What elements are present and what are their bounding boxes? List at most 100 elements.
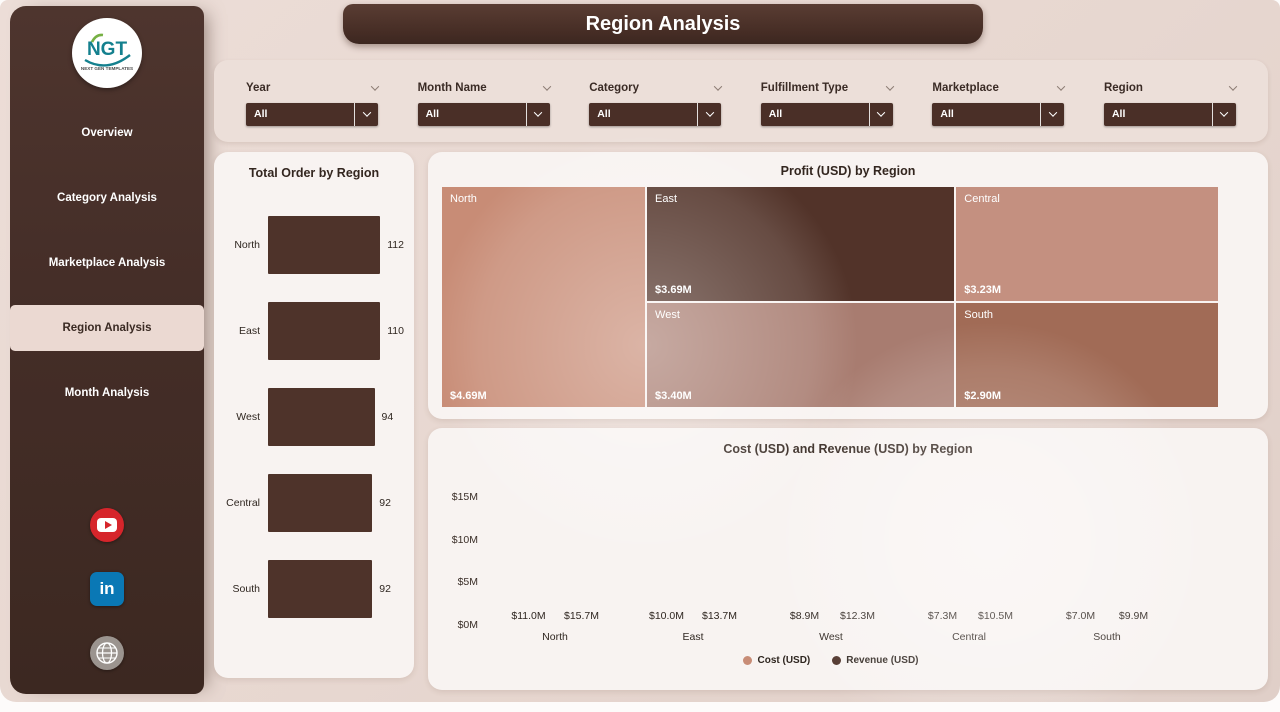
filter-group-marketplace: Marketplace All	[932, 77, 1066, 126]
value-label: $8.9M	[789, 610, 820, 622]
sidebar-nav: Overview Category Analysis Marketplace A…	[10, 110, 204, 416]
page-title: Region Analysis	[343, 4, 983, 44]
profit-by-region-card: Profit (USD) by Region North $4.69M East…	[428, 152, 1268, 419]
x-axis: North East West Central South	[486, 631, 1176, 643]
tile-value: $3.69M	[655, 283, 692, 296]
order-bar-west[interactable]	[268, 388, 375, 446]
value-label: $10.0M	[648, 610, 685, 622]
order-bar-central[interactable]	[268, 474, 373, 532]
order-bar-north[interactable]	[268, 216, 381, 274]
x-tick: North	[542, 631, 568, 643]
chevron-down-icon[interactable]	[885, 81, 895, 91]
filter-group-year: Year All	[246, 77, 380, 126]
treemap-tile-west[interactable]: West $3.40M	[647, 302, 955, 407]
value-label: 92	[379, 497, 391, 509]
order-bar-row: South 92	[224, 546, 404, 632]
filter-group-month-name: Month Name All	[417, 77, 551, 126]
treemap-tile-south[interactable]: South $2.90M	[956, 302, 1219, 407]
ngt-logo: NGT NEXT GEN TEMPLATES	[72, 18, 142, 88]
value-label: 94	[381, 411, 394, 423]
legend-label: Cost (USD)	[757, 655, 811, 666]
chevron-down-icon[interactable]	[1228, 81, 1238, 91]
order-bar-row: Central 92	[224, 460, 404, 546]
filter-dropdown-month-name[interactable]: All	[417, 102, 550, 126]
order-bar-row: North 112	[224, 202, 404, 288]
legend-label: Revenue (USD)	[846, 655, 919, 666]
sidebar-item-marketplace-analysis[interactable]: Marketplace Analysis	[48, 257, 166, 269]
value-label: $13.7M	[701, 610, 738, 622]
chevron-down-icon	[697, 102, 721, 126]
sidebar-item-category-analysis[interactable]: Category Analysis	[57, 192, 157, 204]
value-label: 110	[387, 325, 404, 337]
order-bar-row: East 110	[224, 288, 404, 374]
filter-group-region: Region All	[1103, 77, 1238, 126]
cost-revenue-by-region-card: Cost (USD) and Revenue (USD) by Region $…	[428, 428, 1268, 690]
order-bar-east[interactable]	[268, 302, 381, 360]
order-bar-south[interactable]	[268, 560, 373, 618]
value-label: $11.0M	[511, 610, 546, 622]
filter-value: All	[597, 108, 611, 120]
filter-value: All	[425, 108, 440, 120]
value-label: $9.9M	[1118, 610, 1149, 622]
filter-label-fulfillment-type: Fulfillment Type	[760, 81, 849, 94]
sidebar: NGT NEXT GEN TEMPLATES Overview Category…	[10, 6, 204, 694]
treemap-tile-north[interactable]: North $4.69M	[442, 187, 646, 407]
website-globe-icon[interactable]	[90, 636, 124, 670]
filter-value: All	[940, 108, 954, 120]
value-label: 112	[387, 239, 404, 251]
value-label: $15.7M	[563, 610, 600, 622]
value-label: $10.5M	[977, 610, 1014, 622]
filter-label-category: Category	[589, 81, 640, 94]
sidebar-item-overview[interactable]: Overview	[81, 127, 133, 139]
page-title-text: Region Analysis	[585, 12, 741, 35]
filter-value: All	[768, 108, 783, 120]
chevron-down-icon	[868, 102, 893, 126]
tile-name: North	[450, 193, 477, 205]
filter-dropdown-marketplace[interactable]: All	[932, 102, 1065, 126]
social-links: in	[10, 508, 204, 670]
filter-dropdown-fulfillment-type[interactable]: All	[760, 102, 893, 126]
chevron-down-icon[interactable]	[370, 81, 380, 91]
x-tick: Central	[952, 631, 986, 643]
tile-name: Central	[964, 193, 1000, 205]
value-label: $12.3M	[839, 610, 876, 622]
youtube-play-icon	[97, 518, 117, 532]
logo-subtext: NEXT GEN TEMPLATES	[81, 66, 133, 71]
sidebar-item-month-analysis[interactable]: Month Analysis	[64, 387, 150, 399]
tile-name: South	[964, 308, 994, 321]
chart-title: Profit (USD) by Region	[780, 164, 916, 178]
sidebar-item-region-analysis[interactable]: Region Analysis	[10, 305, 204, 351]
filter-dropdown-region[interactable]: All	[1103, 102, 1236, 126]
filter-value: All	[254, 108, 268, 120]
plot-area: $11.0M $15.7M $10.0M $13.7M	[486, 480, 1176, 625]
chevron-down-icon[interactable]	[713, 81, 723, 91]
chevron-down-icon[interactable]	[1057, 81, 1066, 91]
category-label: West	[236, 411, 260, 423]
filter-bar: Year All Month Name All Category	[214, 60, 1268, 142]
y-axis: $0M $5M $10M $15M	[444, 480, 486, 631]
filter-value: All	[1111, 108, 1126, 120]
clustered-bar-chart: $0M $5M $10M $15M $11.0M $15.7M $10.0M	[444, 480, 1252, 631]
linkedin-icon[interactable]: in	[90, 572, 124, 606]
filter-label-month-name: Month Name	[417, 81, 487, 94]
total-order-by-region-card: Total Order by Region North 112 East 110…	[214, 152, 414, 678]
x-tick: South	[1093, 631, 1121, 643]
treemap-tile-central[interactable]: Central $3.23M	[956, 187, 1219, 301]
legend-item-revenue[interactable]: Revenue (USD)	[832, 655, 919, 666]
order-bars: North 112 East 110 West 94	[224, 202, 404, 632]
chevron-down-icon[interactable]	[542, 81, 551, 91]
chevron-down-icon	[525, 102, 550, 126]
category-label: East	[238, 325, 260, 337]
filter-dropdown-year[interactable]: All	[246, 102, 378, 126]
chart-legend: Cost (USD) Revenue (USD)	[486, 655, 1176, 666]
treemap-tile-east[interactable]: East $3.69M	[647, 187, 955, 301]
y-tick: $15M	[451, 491, 478, 504]
legend-item-cost[interactable]: Cost (USD)	[743, 655, 810, 666]
x-tick: West	[819, 631, 843, 643]
chart-title: Total Order by Region	[248, 166, 380, 180]
tile-value: $4.69M	[450, 390, 487, 402]
category-label: North	[234, 239, 260, 251]
youtube-icon[interactable]	[90, 508, 124, 542]
filter-dropdown-category[interactable]: All	[589, 102, 722, 126]
